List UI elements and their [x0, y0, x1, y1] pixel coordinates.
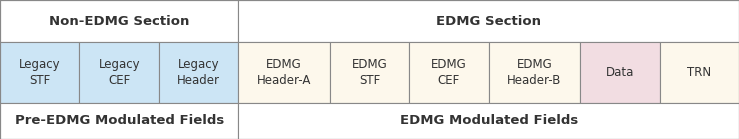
Text: Pre-EDMG Modulated Fields: Pre-EDMG Modulated Fields — [15, 114, 224, 127]
Bar — [239, 103, 739, 139]
Bar — [80, 42, 159, 103]
Bar — [0, 103, 239, 139]
Text: Non-EDMG Section: Non-EDMG Section — [49, 15, 189, 28]
Text: EDMG
Header-B: EDMG Header-B — [507, 58, 562, 87]
Text: Legacy
Header: Legacy Header — [177, 58, 220, 87]
Text: EDMG
Header-A: EDMG Header-A — [257, 58, 311, 87]
Text: EDMG Modulated Fields: EDMG Modulated Fields — [400, 114, 578, 127]
Bar — [159, 42, 239, 103]
Bar — [239, 42, 330, 103]
Text: EDMG
CEF: EDMG CEF — [431, 58, 467, 87]
Text: EDMG Section: EDMG Section — [436, 15, 541, 28]
Bar — [0, 42, 80, 103]
Bar — [488, 42, 580, 103]
Text: TRN: TRN — [687, 66, 712, 79]
Bar — [239, 0, 739, 42]
Bar — [330, 42, 409, 103]
Text: Legacy
STF: Legacy STF — [19, 58, 61, 87]
Bar — [409, 42, 488, 103]
Bar — [659, 42, 739, 103]
Text: EDMG
STF: EDMG STF — [352, 58, 387, 87]
Bar — [580, 42, 659, 103]
Text: Data: Data — [606, 66, 634, 79]
Text: Legacy
CEF: Legacy CEF — [98, 58, 140, 87]
Bar — [0, 0, 239, 42]
